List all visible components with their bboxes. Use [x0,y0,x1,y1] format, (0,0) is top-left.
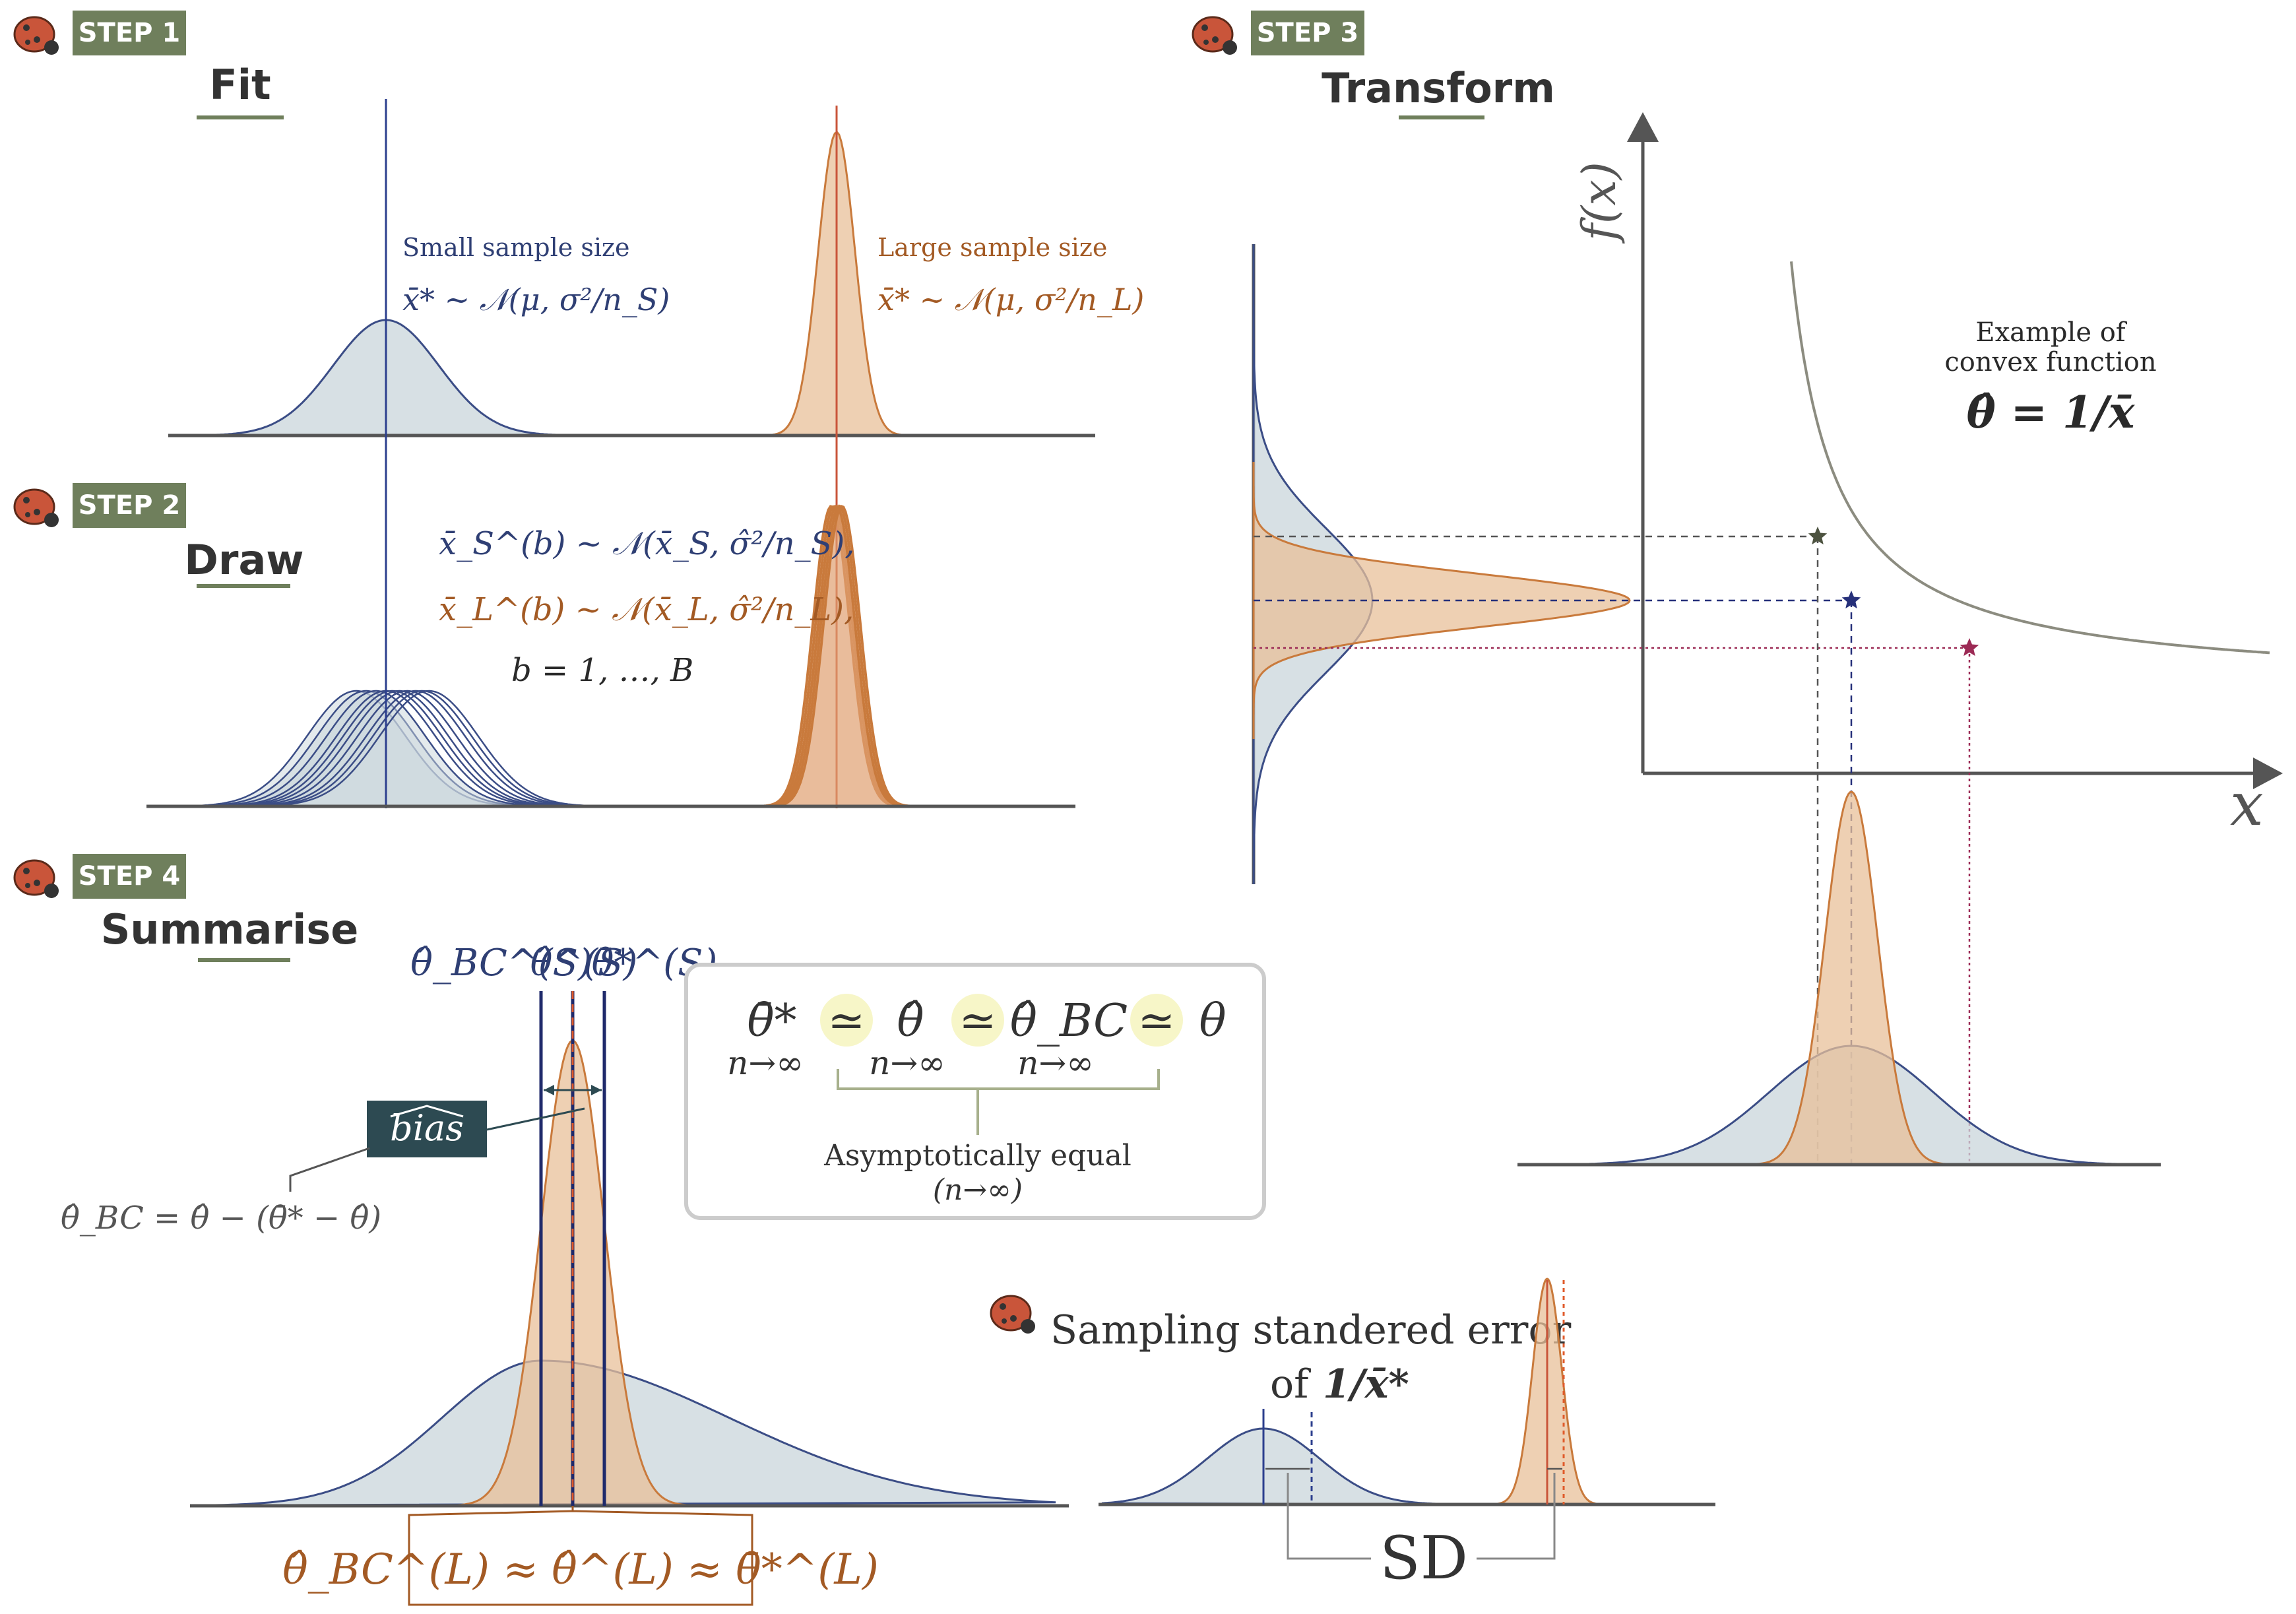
step3-badge [1251,11,1364,55]
small-sample-label: Small sample size [402,233,630,262]
bootstrap-small-curve [197,690,594,808]
step3-panel: STEP 3 Transform f(x) x Example of con [1192,11,2283,1167]
asym-caption1: Asymptotically equal [823,1139,1132,1173]
asym-theta-bc: θ̂_BC [1010,995,1128,1047]
bc-formula-connector [289,1147,370,1192]
se-small-density [1101,1427,1452,1506]
bias-label: bias [390,1107,464,1149]
y-axis-label: f(x) [1572,162,1626,244]
vertical-large-density [1252,462,1631,739]
highlight-circle-2 [951,994,1004,1047]
step4-badge [73,854,186,899]
bias-hat-mark [390,1105,464,1118]
star-icon-blue [1841,591,1861,609]
bottom-formula-box [408,1506,753,1606]
x-axis-arrow [2253,758,2283,789]
step3-title: Transform [1322,64,1555,112]
large-sample-formula: x̄* ~ 𝒩(μ, σ²/n_L) [877,282,1144,317]
ladybug-icon [1192,16,1237,55]
step2-title: Draw [184,536,303,584]
draw-formula-large: x̄_L^(b) ~ 𝒩(x̄_L, σ̂²/n_L), [439,591,854,628]
step1-panel: STEP 1 Fit Small sample size x̄* ~ 𝒩(μ, … [13,11,1144,808]
asym-sym-1: ≃ [828,995,866,1047]
ladybug-icon [990,1295,1035,1334]
step1-badge-text: STEP 1 [79,18,181,48]
asym-theta: θ [1199,995,1227,1047]
convex-function-curve [1790,261,2270,655]
step4-badge-text: STEP 4 [79,861,181,891]
star-icon-red [1960,638,1979,657]
step2-badge-text: STEP 2 [79,490,181,521]
asym-sym-3: ≃ [1138,995,1176,1047]
se-title-math: 1/x̄* [1323,1361,1409,1407]
example-formula: θ̂ = 1/x̄ [1967,387,2135,438]
asym-theta-hat: θ̂ [897,995,924,1047]
step3-badge-text: STEP 3 [1257,18,1359,48]
step2-badge [73,483,186,528]
draw-formula-small: x̄_S^(b) ~ 𝒩(x̄_S, σ̂²/n_S), [439,525,855,562]
bias-arrow-head-right [591,1085,602,1095]
bottom-formula: θ̂_BC^(L) ≈ θ̂^(L) ≈ θ̄*^(L) [282,1545,879,1594]
step1-title: Fit [209,61,271,109]
x-axis-label: x [2230,770,2264,839]
se-title-line2: of [1270,1361,1311,1407]
asym-sub-2: n→∞ [869,1044,945,1082]
label-theta-bc-s: θ̂_BC^(S) [410,942,592,985]
asym-theta-star: θ̄* [748,995,797,1047]
sampling-se-panel: Sampling standered error of 1/x̄* SD [990,1277,1715,1593]
label-theta-hat-s: θ̂^(S) [530,942,638,985]
star-icon-dark [1808,527,1828,545]
se-title-line1: Sampling standered error [1050,1307,1572,1353]
step4-panel: STEP 4 Summarise θ̂_BC^(S) θ̂^(S) θ̄*^(S… [13,854,1266,1606]
asym-sub-1: n→∞ [727,1044,804,1082]
asym-caption2: (n→∞) [933,1173,1023,1207]
step1-badge [73,11,186,55]
sd-bracket-left [1287,1473,1371,1560]
asym-sub-3: n→∞ [1017,1044,1094,1082]
small-bootstrap-densities [197,690,594,808]
small-sample-formula: x̄* ~ 𝒩(μ, σ²/n_S) [402,282,670,317]
bias-arrow-head-left [544,1085,554,1095]
bias-connector [486,1107,585,1131]
step2-panel: STEP 2 Draw x̄_S^(b) ~ 𝒩(x̄_S, σ̂²/n_S),… [13,483,1075,808]
highlight-circle-1 [820,994,873,1047]
highlight-circle-3 [1130,994,1183,1047]
ladybug-icon [13,859,59,898]
ladybug-icon [13,488,59,527]
transformed-large-density [1676,791,2032,1166]
small-sample-density [197,319,594,437]
step4-title: Summarise [101,905,359,953]
asym-bracket [837,1069,1160,1090]
large-sample-label: Large sample size [877,233,1107,262]
bc-formula: θ̂_BC = θ̂ − (θ̄* − θ̂) [61,1200,381,1237]
draw-formula-b: b = 1, …, B [511,652,693,689]
example-line1: Example of [1975,317,2127,348]
asym-sym-2: ≃ [959,995,997,1047]
sd-label: SD [1380,1524,1468,1593]
bootstrap-small-curve [197,690,594,808]
sd-bracket-right [1477,1473,1556,1560]
bias-box [367,1101,487,1157]
y-axis-arrow [1627,112,1659,142]
ladybug-icon [13,16,59,55]
example-line2: convex function [1944,347,2156,377]
